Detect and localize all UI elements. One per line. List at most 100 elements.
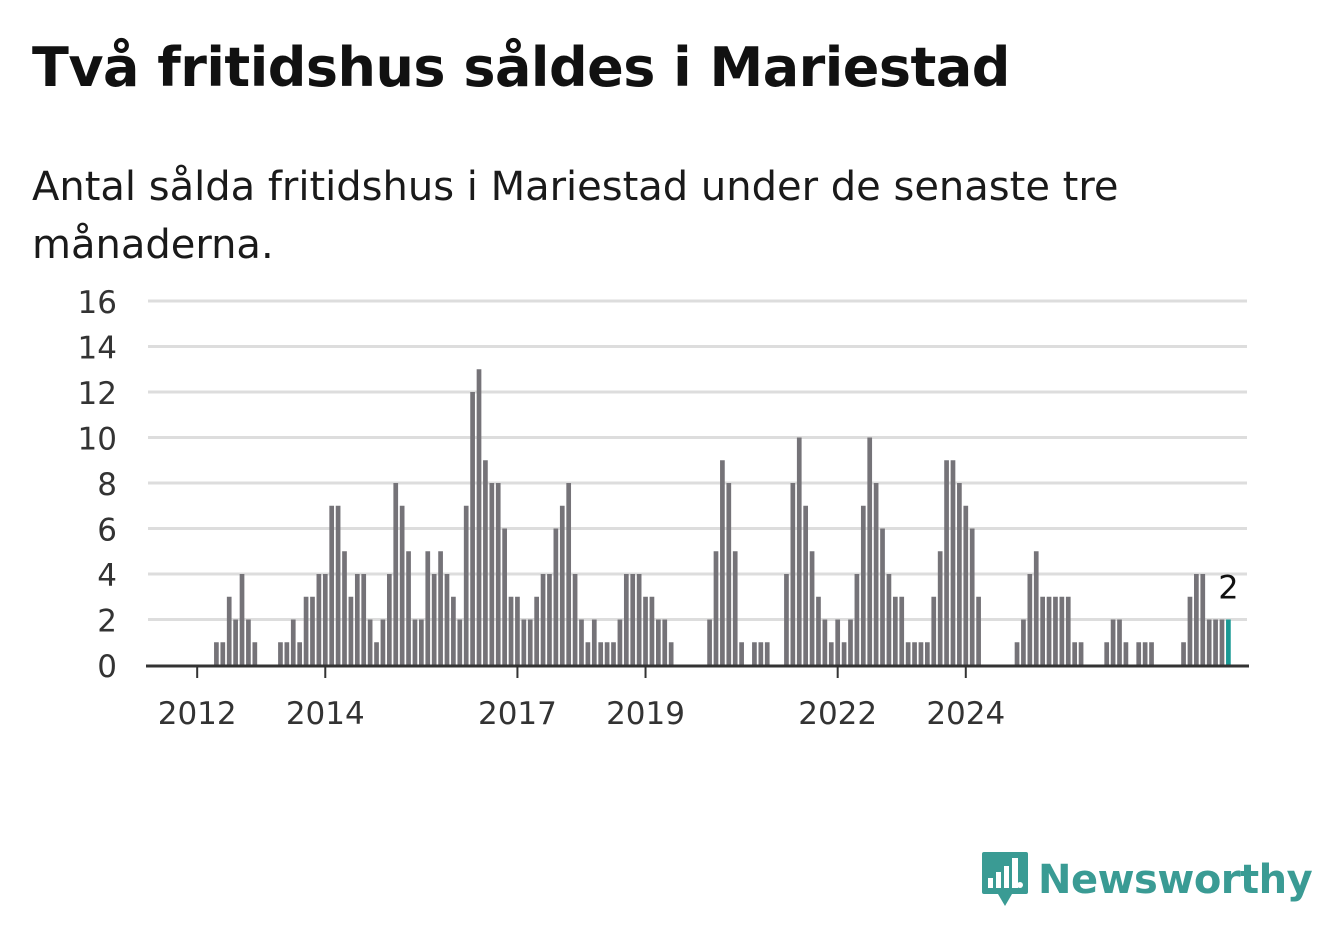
y-tick-label: 10 — [78, 422, 117, 458]
bar — [963, 505, 969, 665]
bar — [1226, 619, 1231, 665]
y-tick-label: 2 — [97, 604, 117, 640]
bar — [425, 551, 431, 665]
bar — [559, 505, 565, 665]
newsworthy-logo-icon — [982, 852, 1028, 906]
bar — [406, 551, 411, 665]
y-tick-label: 8 — [97, 467, 117, 503]
bar — [508, 596, 514, 665]
bar — [322, 574, 328, 665]
bar — [284, 642, 290, 665]
bar — [630, 574, 636, 665]
bar — [1027, 574, 1033, 665]
bar — [848, 619, 853, 665]
bar — [457, 619, 463, 665]
bar — [290, 619, 296, 665]
bar — [553, 528, 559, 665]
bar — [547, 574, 552, 665]
bar — [944, 460, 949, 665]
bar — [816, 596, 821, 665]
bar — [822, 619, 828, 665]
bar — [566, 483, 572, 665]
bar — [367, 619, 373, 665]
bar — [316, 574, 322, 665]
bar — [937, 551, 943, 665]
bar — [303, 596, 309, 665]
bar — [419, 619, 424, 665]
bar — [713, 551, 719, 665]
bar — [1142, 642, 1148, 665]
bar — [515, 596, 520, 665]
bar — [1040, 596, 1045, 665]
bar — [374, 642, 379, 665]
bar — [495, 483, 501, 665]
bar — [476, 369, 482, 665]
bar — [233, 619, 238, 665]
x-tick-label: 2022 — [798, 696, 877, 732]
bar — [892, 596, 898, 665]
bar — [361, 574, 367, 665]
bar — [463, 505, 469, 665]
y-tick-label: 4 — [97, 558, 117, 594]
bar — [1206, 619, 1212, 665]
bar — [899, 596, 905, 665]
bar — [1053, 596, 1058, 665]
bar — [707, 619, 712, 665]
chart-subtitle: Antal sålda fritidshus i Mariestad under… — [32, 164, 1119, 268]
bar — [764, 642, 770, 665]
bar — [1181, 642, 1186, 665]
bar — [1149, 642, 1154, 665]
bar — [380, 619, 386, 665]
bar — [873, 483, 879, 665]
bar — [611, 642, 616, 665]
y-tick-label: 0 — [97, 649, 117, 685]
bar — [342, 551, 347, 665]
bar — [483, 460, 488, 665]
bar — [623, 574, 629, 665]
bar — [1059, 596, 1065, 665]
bar — [335, 505, 341, 665]
bar — [1123, 642, 1129, 665]
bar — [527, 619, 533, 665]
bar — [1033, 551, 1039, 665]
bar — [950, 460, 956, 665]
bar — [617, 619, 623, 665]
x-tick-label: 2019 — [606, 696, 685, 732]
bar — [310, 596, 315, 665]
bar — [925, 642, 930, 665]
bar — [957, 483, 962, 665]
bar — [1187, 596, 1193, 665]
bar — [726, 483, 732, 665]
bar — [796, 437, 802, 665]
bar — [1110, 619, 1116, 665]
bar — [252, 642, 258, 665]
bar — [1021, 619, 1026, 665]
bar — [444, 574, 450, 665]
bar — [591, 619, 597, 665]
bar — [803, 505, 809, 665]
bar — [739, 642, 744, 665]
bar — [668, 642, 674, 665]
bar — [649, 596, 655, 665]
bar — [835, 619, 841, 665]
bar — [662, 619, 668, 665]
bar — [969, 528, 975, 665]
x-tick-label: 2017 — [478, 696, 557, 732]
x-tick-label: 2014 — [286, 696, 365, 732]
bar — [1219, 619, 1225, 665]
bar — [854, 574, 860, 665]
bar — [643, 596, 648, 665]
bar — [386, 574, 392, 665]
bar — [1117, 619, 1122, 665]
bar — [656, 619, 661, 665]
bar — [534, 596, 539, 665]
gridlines — [148, 299, 1247, 621]
bar — [841, 642, 847, 665]
chart-title: Två fritidshus såldes i Mariestad — [32, 36, 1010, 99]
bar — [886, 574, 892, 665]
bar — [1194, 574, 1199, 665]
y-tick-label: 16 — [78, 285, 117, 321]
bar — [860, 505, 866, 665]
bar — [752, 642, 757, 665]
bar — [732, 551, 738, 665]
